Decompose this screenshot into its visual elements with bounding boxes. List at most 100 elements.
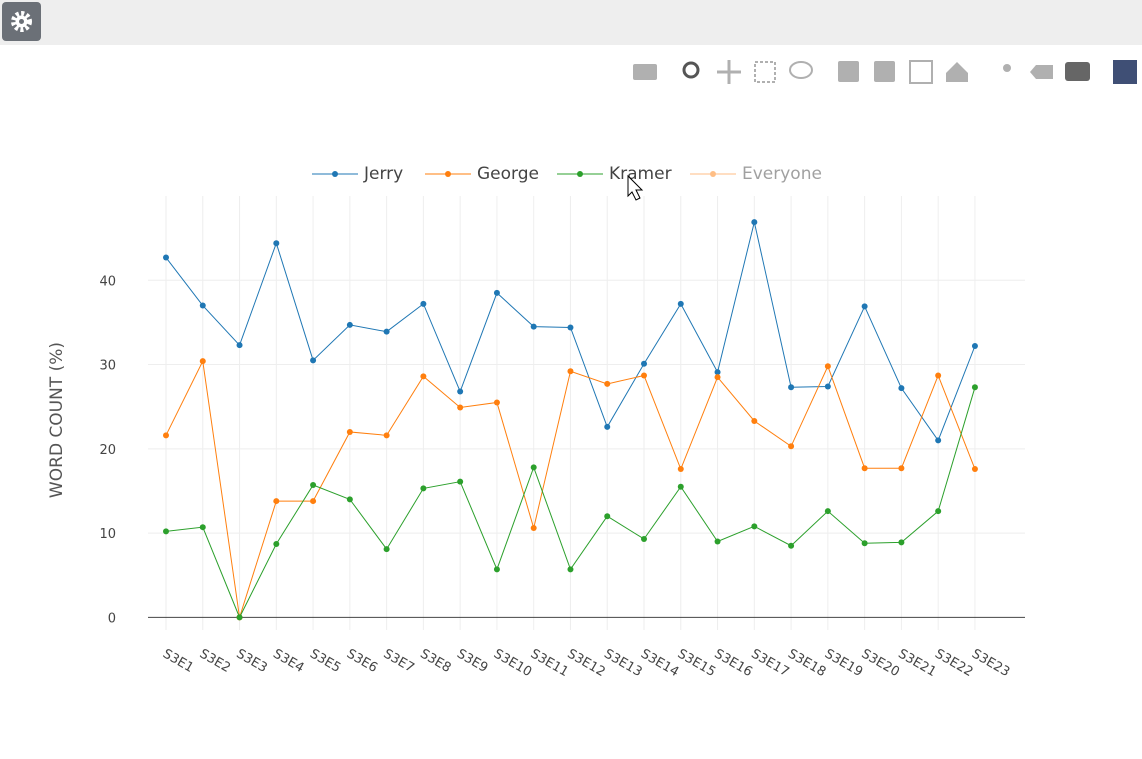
lasso-icon[interactable] bbox=[789, 61, 813, 79]
data-point bbox=[163, 432, 169, 439]
data-point bbox=[346, 428, 353, 435]
select-icon[interactable] bbox=[754, 61, 776, 83]
x-tick-label: S3E17 bbox=[748, 646, 791, 680]
legend-label: Jerry bbox=[363, 164, 403, 184]
data-point bbox=[530, 323, 537, 330]
data-point bbox=[273, 240, 280, 247]
data-point bbox=[898, 465, 905, 472]
data-point bbox=[420, 373, 427, 380]
zoom-out-icon[interactable] bbox=[874, 61, 895, 82]
hover-compare-icon[interactable] bbox=[1065, 62, 1090, 81]
y-tick-label: 0 bbox=[108, 611, 116, 626]
data-point bbox=[677, 300, 684, 307]
data-point bbox=[714, 374, 721, 381]
data-point bbox=[567, 324, 574, 331]
data-point bbox=[788, 384, 795, 391]
legend-label: George bbox=[477, 164, 539, 184]
data-point bbox=[935, 372, 942, 379]
legend-item[interactable]: Jerry bbox=[312, 164, 403, 184]
x-tick-label: S3E7 bbox=[381, 646, 417, 675]
x-tick-label: S3E11 bbox=[528, 646, 571, 680]
data-point bbox=[677, 483, 684, 490]
data-point bbox=[383, 432, 390, 439]
autoscale-icon[interactable] bbox=[909, 60, 933, 84]
x-tick-label: S3E4 bbox=[270, 646, 306, 675]
data-point bbox=[346, 496, 353, 503]
x-tick-label: S3E18 bbox=[785, 646, 828, 680]
data-point bbox=[751, 523, 758, 530]
data-point bbox=[346, 321, 353, 328]
data-point bbox=[824, 383, 831, 390]
data-point bbox=[530, 525, 537, 532]
data-point bbox=[493, 566, 500, 573]
x-tick-label: S3E1 bbox=[160, 646, 196, 675]
data-point bbox=[751, 219, 758, 226]
data-point bbox=[641, 372, 648, 379]
data-point bbox=[861, 465, 868, 472]
reset-icon[interactable] bbox=[946, 62, 968, 82]
data-point bbox=[788, 542, 795, 549]
data-point bbox=[714, 538, 721, 545]
data-point bbox=[493, 289, 500, 296]
legend-label: Everyone bbox=[742, 164, 822, 184]
x-tick-label: S3E20 bbox=[859, 646, 902, 680]
x-tick-label: S3E23 bbox=[969, 646, 1012, 680]
data-point bbox=[420, 300, 427, 307]
data-point bbox=[236, 614, 243, 621]
data-point bbox=[383, 328, 390, 335]
data-point bbox=[751, 418, 758, 425]
legend-item[interactable]: George bbox=[425, 164, 539, 184]
data-point bbox=[310, 498, 317, 505]
data-point bbox=[199, 358, 206, 365]
data-point bbox=[457, 404, 464, 411]
plotly-logo[interactable] bbox=[1113, 60, 1137, 84]
x-tick-label: S3E10 bbox=[491, 646, 534, 680]
x-tick-label: S3E14 bbox=[638, 646, 681, 680]
data-point bbox=[971, 466, 978, 473]
x-tick-label: S3E8 bbox=[417, 646, 453, 675]
data-point bbox=[604, 513, 611, 520]
data-point bbox=[971, 384, 978, 391]
data-point bbox=[273, 498, 280, 505]
zoom-icon[interactable] bbox=[682, 61, 700, 79]
x-tick-label: S3E22 bbox=[932, 646, 975, 680]
data-point bbox=[935, 437, 942, 444]
x-tick-label: S3E6 bbox=[344, 646, 380, 675]
top-bar bbox=[0, 0, 1142, 45]
data-point bbox=[714, 369, 721, 376]
data-point bbox=[604, 423, 611, 430]
data-point bbox=[236, 342, 243, 349]
legend-item[interactable]: Everyone bbox=[690, 164, 822, 184]
camera-icon[interactable] bbox=[633, 64, 657, 80]
data-point bbox=[310, 357, 317, 364]
data-point bbox=[677, 466, 684, 473]
y-tick-label: 40 bbox=[99, 274, 116, 289]
legend-label: Kramer bbox=[609, 164, 672, 184]
pan-icon[interactable] bbox=[717, 60, 741, 84]
legend-marker bbox=[445, 171, 451, 177]
data-point bbox=[971, 343, 978, 350]
hover-closest-icon[interactable] bbox=[1030, 65, 1053, 79]
legend-item[interactable]: Kramer bbox=[557, 164, 672, 184]
data-point bbox=[199, 524, 206, 531]
y-tick-label: 30 bbox=[99, 359, 116, 374]
y-tick-label: 10 bbox=[99, 527, 116, 542]
data-point bbox=[163, 254, 169, 261]
data-point bbox=[641, 360, 648, 367]
settings-button[interactable] bbox=[2, 2, 41, 41]
data-point bbox=[310, 482, 317, 489]
spike-icon[interactable] bbox=[1003, 64, 1011, 72]
x-tick-label: S3E13 bbox=[601, 646, 644, 680]
x-tick-label: S3E12 bbox=[564, 646, 607, 680]
data-point bbox=[163, 528, 169, 535]
x-tick-label: S3E9 bbox=[454, 646, 490, 675]
data-point bbox=[824, 363, 831, 370]
data-point bbox=[861, 540, 868, 547]
x-tick-label: S3E21 bbox=[895, 646, 938, 680]
y-axis-title: WORD COUNT (%) bbox=[47, 342, 67, 498]
x-tick-label: S3E16 bbox=[712, 646, 755, 680]
zoom-in-icon[interactable] bbox=[838, 61, 859, 82]
y-tick-label: 20 bbox=[99, 443, 116, 458]
